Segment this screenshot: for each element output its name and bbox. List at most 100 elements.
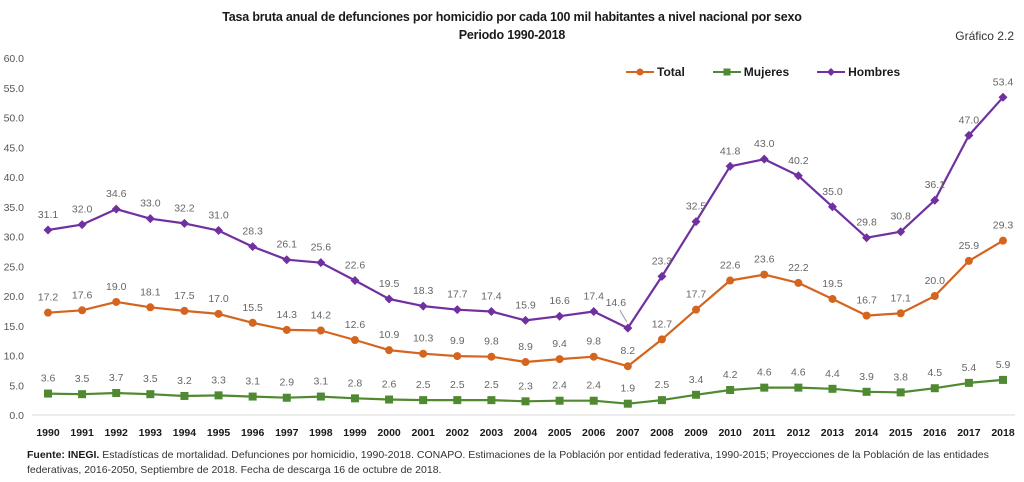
legend-label-total: Total (657, 65, 685, 79)
data-label-total: 17.5 (174, 290, 195, 302)
marker-total (78, 306, 87, 315)
marker-mujeres (385, 395, 394, 404)
marker-total (419, 349, 428, 358)
data-label-hombres: 17.7 (447, 289, 468, 301)
x-tick-label: 2003 (480, 427, 504, 439)
source-note: Fuente: INEGI. Estadísticas de mortalida… (27, 448, 1017, 478)
x-tick-label: 2015 (889, 427, 913, 439)
data-label-total: 9.4 (552, 338, 567, 350)
marker-mujeres (794, 383, 803, 392)
y-tick-label: 55.0 (4, 83, 25, 95)
marker-total (453, 352, 462, 361)
data-label-mujeres: 3.3 (211, 374, 226, 386)
marker-total (589, 352, 598, 361)
data-label-hombres: 33.0 (140, 198, 161, 210)
line-chart: 0.0 5.0 10.0 15.0 20.0 25.0 30.0 35.0 40.0 45.0 50… (4, 53, 1015, 439)
legend-swatch-hombres (817, 68, 846, 76)
marker-total (214, 309, 223, 318)
data-label-hombres: 53.4 (993, 76, 1014, 88)
x-tick-label: 1998 (309, 427, 333, 439)
marker-mujeres (692, 390, 701, 399)
data-label-hombres: 22.6 (345, 260, 366, 272)
y-tick-label: 25.0 (4, 261, 25, 273)
marker-mujeres (248, 392, 257, 401)
y-tick-label: 15.0 (4, 321, 25, 333)
marker-mujeres (419, 396, 428, 405)
marker-hombres (998, 92, 1008, 102)
marker-hombres (452, 305, 462, 315)
marker-total (555, 355, 564, 364)
marker-mujeres (350, 394, 359, 403)
data-label-total: 16.7 (856, 295, 877, 307)
marker-total (692, 305, 701, 314)
data-label-total: 17.7 (686, 289, 707, 301)
x-tick-label: 1991 (70, 427, 94, 439)
data-label-total: 12.6 (345, 319, 366, 331)
marker-total (350, 336, 359, 345)
data-label-total: 22.6 (720, 260, 741, 272)
marker-hombres (179, 218, 189, 228)
data-label-total: 9.9 (450, 335, 465, 347)
marker-hombres (589, 306, 599, 316)
data-label-mujeres: 2.8 (348, 377, 363, 389)
marker-hombres (43, 225, 53, 235)
data-label-mujeres: 3.5 (75, 373, 90, 385)
marker-mujeres (896, 388, 905, 397)
data-label-mujeres: 4.6 (791, 367, 806, 379)
marker-hombres (725, 161, 735, 171)
marker-hombres (896, 227, 906, 237)
marker-total (896, 309, 905, 318)
data-label-mujeres: 2.5 (416, 379, 431, 391)
marker-hombres (827, 202, 837, 212)
marker-mujeres (657, 396, 666, 405)
marker-total (521, 358, 530, 367)
legend-item-hombres: Hombres (817, 65, 900, 79)
marker-mujeres (282, 393, 291, 402)
marker-hombres (759, 154, 769, 164)
x-tick-label: 2011 (753, 427, 776, 439)
marker-hombres (350, 276, 360, 286)
data-label-total: 23.6 (754, 254, 775, 266)
x-tick-label: 2017 (957, 427, 981, 439)
marker-hombres (248, 242, 258, 252)
x-tick-label: 2006 (582, 427, 606, 439)
y-axis: 0.0 5.0 10.0 15.0 20.0 25.0 30.0 35.0 40.0 45.0 50… (4, 53, 25, 422)
marker-mujeres (112, 388, 121, 397)
data-label-hombres: 17.4 (481, 290, 502, 302)
data-label-hombres: 16.6 (549, 295, 570, 307)
marker-mujeres (930, 384, 939, 393)
data-label-hombres: 40.2 (788, 155, 809, 167)
x-tick-label: 2007 (616, 427, 640, 439)
data-label-total: 9.8 (484, 336, 499, 348)
y-tick-label: 60.0 (4, 53, 25, 65)
legend-swatch-mujeres (712, 68, 741, 76)
data-label-hombres: 32.0 (72, 204, 93, 216)
y-tick-label: 10.0 (4, 351, 25, 363)
leader-line (619, 309, 628, 323)
x-tick-label: 1993 (139, 427, 163, 439)
data-label-hombres: 14.6 (606, 297, 627, 309)
marker-total (44, 308, 52, 317)
x-tick-label: 1996 (241, 427, 265, 439)
data-label-hombres: 36.1 (925, 179, 946, 191)
marker-hombres (862, 233, 872, 243)
data-label-mujeres: 5.9 (996, 359, 1011, 371)
marker-hombres (282, 255, 292, 265)
legend-swatch-total (626, 68, 654, 76)
data-label-total: 17.2 (38, 292, 59, 304)
data-label-hombres: 15.9 (515, 299, 536, 311)
legend-label-hombres: Hombres (848, 65, 901, 79)
marker-mujeres (78, 390, 87, 399)
x-tick-label: 1992 (105, 427, 129, 439)
marker-total (112, 297, 121, 306)
marker-hombres (623, 323, 633, 333)
data-label-mujeres: 3.1 (314, 376, 329, 388)
data-label-total: 8.9 (518, 341, 533, 353)
marker-total (828, 294, 837, 303)
legend-label-mujeres: Mujeres (743, 65, 790, 79)
y-tick-label: 40.0 (4, 172, 25, 184)
data-label-hombres: 30.8 (890, 211, 911, 223)
x-tick-label: 2012 (787, 427, 811, 439)
x-tick-label: 2013 (821, 427, 845, 439)
data-label-hombres: 18.3 (413, 285, 434, 297)
